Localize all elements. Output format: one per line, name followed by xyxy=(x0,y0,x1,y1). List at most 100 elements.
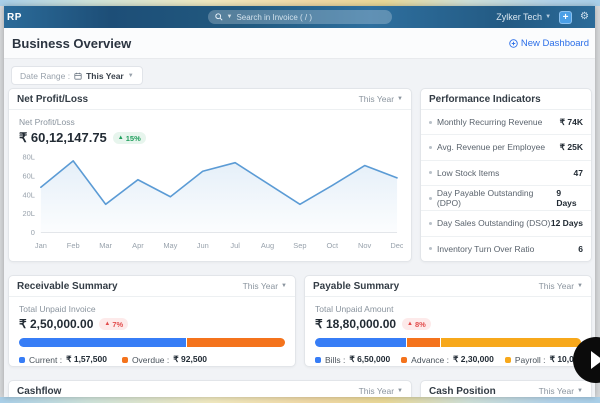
bar-segment-bills[interactable] xyxy=(315,338,407,347)
svg-text:0: 0 xyxy=(31,228,35,237)
period-value: This Year xyxy=(358,94,395,104)
org-switcher[interactable]: Zylker Tech ▼ xyxy=(496,12,551,22)
svg-text:May: May xyxy=(163,241,177,250)
legend-label: Bills : xyxy=(325,354,346,365)
legend-dot-icon xyxy=(504,356,511,363)
new-dashboard-link[interactable]: New Dashboard xyxy=(509,38,589,49)
indicator-row: Day Sales Outstanding (DSO) 12 Days xyxy=(421,211,591,237)
performance-indicators-card: Performance Indicators Monthly Recurring… xyxy=(420,88,592,262)
svg-text:Aug: Aug xyxy=(261,241,274,250)
legend-item-current: Current : ₹ 1,57,500 xyxy=(19,354,107,365)
play-icon xyxy=(591,351,600,369)
svg-text:40L: 40L xyxy=(22,190,34,199)
svg-text:Dec: Dec xyxy=(390,241,403,250)
payable-bar xyxy=(315,338,581,347)
payable-legend: Bills : ₹ 6,50,000 Advance : ₹ 2,30,000 Pa… xyxy=(315,354,591,365)
indicator-label: Day Sales Outstanding (DSO) xyxy=(437,218,551,229)
left-gutter xyxy=(0,6,4,397)
metric-label: Net Profit/Loss xyxy=(19,117,75,127)
period-selector[interactable]: This Year ▼ xyxy=(243,281,287,291)
legend-dot-icon xyxy=(121,356,128,363)
settings-gear-button[interactable]: ⚙ xyxy=(580,11,589,22)
legend-value: ₹ 6,50,000 xyxy=(349,354,391,364)
svg-text:Nov: Nov xyxy=(358,241,371,250)
legend-label: Overdue : xyxy=(131,354,170,365)
arrow-up-icon: ▲ xyxy=(104,321,111,327)
period-value: This Year xyxy=(538,386,575,396)
card-title: Cashflow xyxy=(17,385,62,397)
change-value: 15% xyxy=(125,133,141,143)
indicator-label: Inventory Turn Over Ratio xyxy=(437,243,535,254)
app-logo: RP xyxy=(7,11,22,23)
change-value: 8% xyxy=(415,319,426,329)
card-header: Net Profit/Loss This Year ▼ xyxy=(9,89,411,110)
right-gutter xyxy=(595,6,600,397)
chevron-down-icon: ▼ xyxy=(577,388,583,394)
net-profit-card: Net Profit/Loss This Year ▼ Net Profit/L… xyxy=(8,88,412,262)
card-title: Net Profit/Loss xyxy=(17,93,89,105)
bullet-icon xyxy=(429,145,432,149)
legend-item-payroll: Payroll : ₹ 10,00,000 xyxy=(504,354,592,365)
svg-text:80L: 80L xyxy=(22,153,34,162)
indicator-label: Monthly Recurring Revenue xyxy=(437,117,543,128)
legend-label: Current : xyxy=(29,354,63,365)
search-input[interactable] xyxy=(236,12,385,22)
svg-text:Jan: Jan xyxy=(35,241,47,250)
receivable-bar xyxy=(19,338,285,347)
metric-label: Total Unpaid Invoice xyxy=(19,304,96,314)
card-header: Receivable Summary This Year ▼ xyxy=(9,276,295,297)
indicator-row: Low Stock Items 47 xyxy=(421,161,591,186)
date-range-filter[interactable]: Date Range : This Year ▼ xyxy=(11,66,143,85)
app-window: RP ▼ Zylker Tech ▼ + ⚙ Business Overvie xyxy=(4,6,595,397)
legend-label: Payroll : xyxy=(514,354,546,365)
indicator-value: 47 xyxy=(573,167,583,178)
svg-text:Jun: Jun xyxy=(197,241,209,250)
quick-add-button[interactable]: + xyxy=(559,10,573,24)
period-selector[interactable]: This Year ▼ xyxy=(539,281,583,291)
card-title: Payable Summary xyxy=(313,280,400,292)
chevron-down-icon: ▼ xyxy=(281,283,287,289)
period-selector[interactable]: This Year ▼ xyxy=(359,94,403,104)
svg-text:60L: 60L xyxy=(22,171,34,180)
date-range-label: Date Range : xyxy=(20,70,71,81)
arrow-up-icon: ▲ xyxy=(117,135,124,141)
svg-text:Jul: Jul xyxy=(230,241,240,250)
legend-dot-icon xyxy=(19,356,25,363)
indicator-value: 6 xyxy=(578,243,583,254)
org-name: Zylker Tech xyxy=(496,12,543,22)
card-title: Performance Indicators xyxy=(429,93,541,105)
receivable-summary-card: Receivable Summary This Year ▼ Total Unp… xyxy=(8,275,296,367)
arrow-up-icon: ▲ xyxy=(407,321,413,327)
bar-segment-current[interactable] xyxy=(19,338,186,347)
bullet-icon xyxy=(429,196,432,200)
period-value: This Year xyxy=(358,386,395,396)
change-badge: ▲ 7% xyxy=(99,318,129,330)
legend-item-advance: Advance : ₹ 2,30,000 xyxy=(401,354,494,365)
global-search[interactable]: ▼ xyxy=(207,10,392,24)
indicator-label: Avg. Revenue per Employee xyxy=(437,142,546,153)
plus-circle-icon xyxy=(509,38,518,48)
period-selector[interactable]: This Year ▼ xyxy=(359,386,403,396)
change-badge: ▲ 8% xyxy=(402,318,431,330)
bar-segment-payroll[interactable] xyxy=(440,338,581,347)
legend-value: ₹ 10,00,000 xyxy=(549,354,592,364)
cash-position-card: Cash Position This Year ▼ xyxy=(420,380,592,397)
net-profit-chart[interactable]: 0 20L 40L 60L 80L Jan Feb Mar Apr May Jun Jul Aug Sep… xyxy=(13,153,403,257)
chevron-down-icon: ▼ xyxy=(397,388,403,394)
svg-text:Sep: Sep xyxy=(293,241,306,250)
indicator-row: Day Payable Outstanding (DPO) 9 Days xyxy=(421,186,591,212)
top-navbar: RP ▼ Zylker Tech ▼ + ⚙ xyxy=(4,6,595,28)
bar-segment-overdue[interactable] xyxy=(186,338,285,347)
svg-text:20L: 20L xyxy=(22,209,34,218)
chevron-down-icon: ▼ xyxy=(545,14,552,20)
legend-item-bills: Bills : ₹ 6,50,000 xyxy=(315,354,390,365)
bar-segment-advance[interactable] xyxy=(407,338,440,347)
legend-value: ₹ 92,500 xyxy=(173,354,208,364)
metric-block: Total Unpaid Invoice ₹ 2,50,000.00 ▲ 7% xyxy=(9,297,295,331)
svg-text:Feb: Feb xyxy=(67,241,80,250)
indicator-value: ₹ 25K xyxy=(559,141,583,152)
indicator-value: 9 Days xyxy=(556,188,577,209)
period-selector[interactable]: This Year ▼ xyxy=(539,386,583,396)
svg-text:Mar: Mar xyxy=(99,241,112,250)
